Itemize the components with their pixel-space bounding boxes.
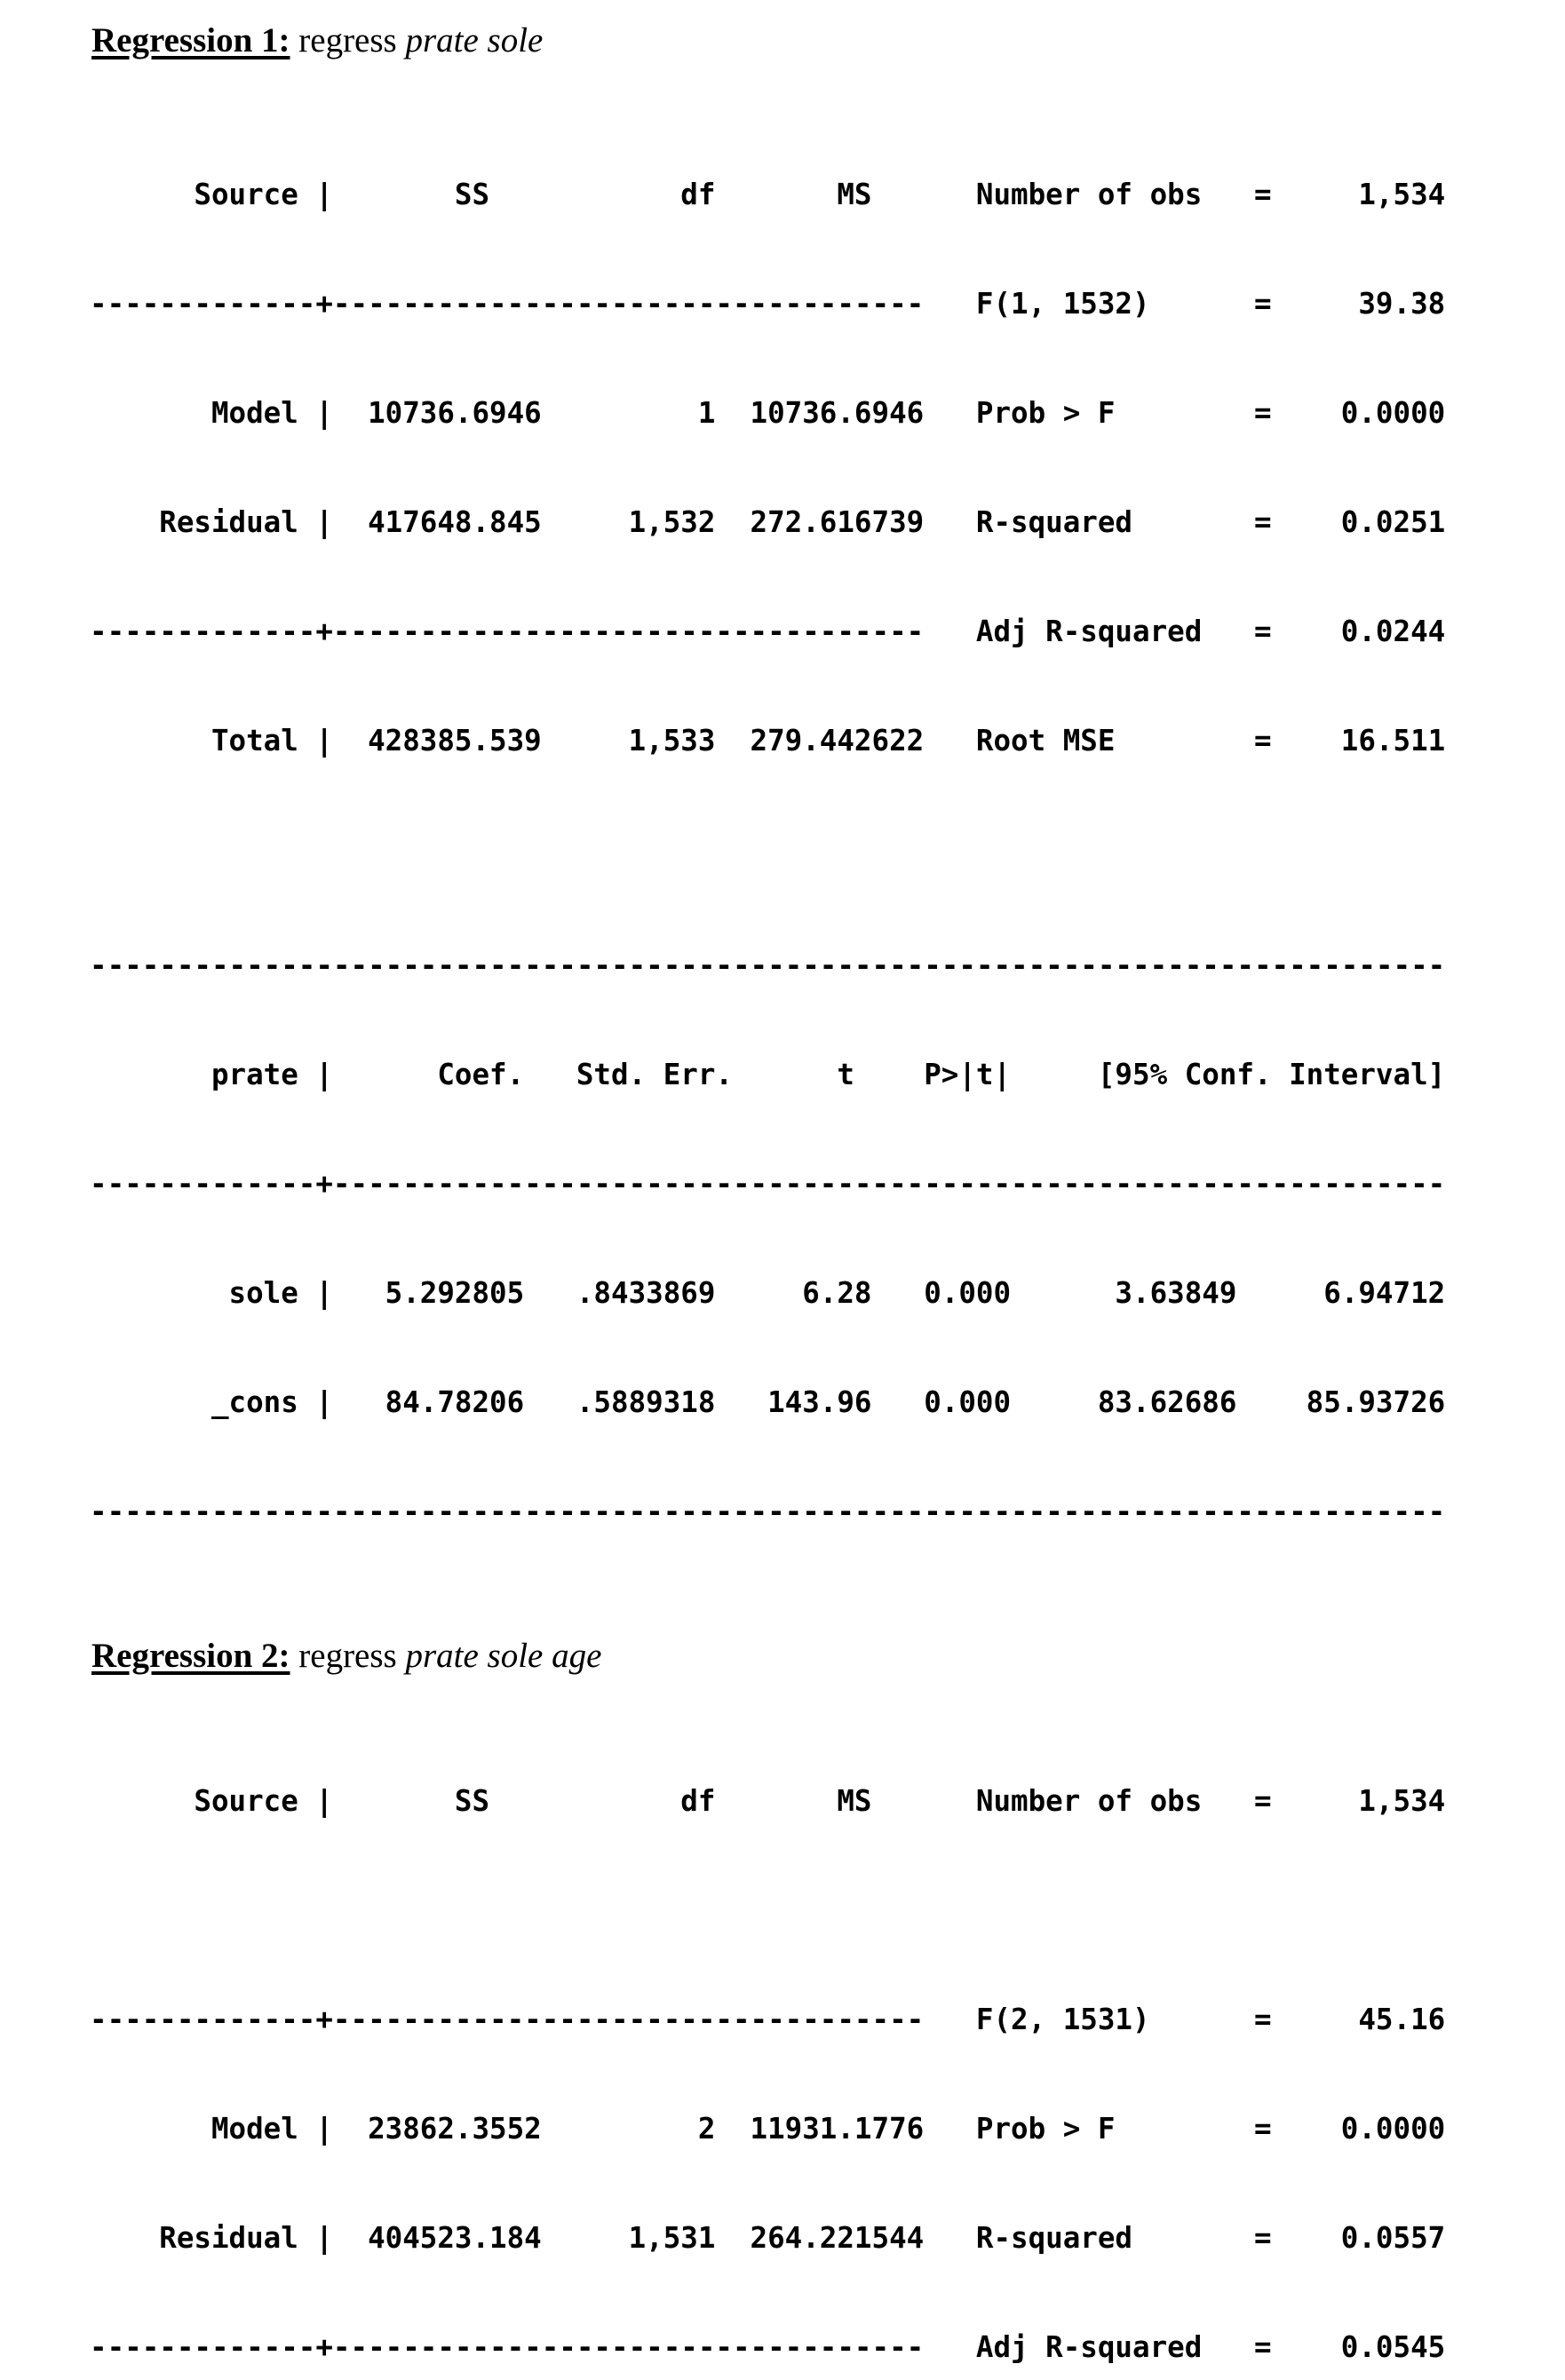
stata-output-line: Residual | 417648.845 1,532 272.616739 R… (90, 505, 1446, 539)
stata-output-line: Residual | 404523.184 1,531 264.221544 R… (90, 2221, 1446, 2255)
stata-output-line (90, 1892, 1565, 1929)
stata-output-line: -------------+--------------------------… (90, 2330, 1446, 2364)
regression-1-coefficient-table: ----------------------------------------… (90, 875, 1565, 1603)
regression-1-anova-table: Source | SS df MS Number of obs = 1,534 … (90, 104, 1565, 832)
stata-output-line: sole | 5.292805 .8433869 6.28 0.000 3.63… (90, 1276, 1446, 1310)
stata-output-line: -------------+--------------------------… (90, 287, 1446, 321)
stata-output-line: prate | Coef. Std. Err. t P>|t| [95% Con… (90, 1058, 1446, 1091)
stata-output-line: -------------+--------------------------… (90, 1167, 1446, 1201)
stata-output-line: Source | SS df MS Number of obs = 1,534 (90, 1784, 1446, 1818)
stata-output-line: Model | 23862.3552 2 11931.1776 Prob > F… (90, 2112, 1446, 2146)
stata-output-line: Model | 10736.6946 1 10736.6946 Prob > F… (90, 396, 1446, 430)
stata-output-line: ----------------------------------------… (90, 948, 1446, 982)
stata-output-line: -------------+--------------------------… (90, 615, 1446, 648)
document-page: Regression 1: regress prate sole Source … (0, 20, 1565, 2364)
stata-output-line: ----------------------------------------… (90, 1495, 1446, 1528)
regression-2-variables: prate sole age (405, 1637, 602, 1675)
stata-output-line: Source | SS df MS Number of obs = 1,534 (90, 178, 1446, 211)
regression-1-variables: prate sole (405, 21, 544, 60)
stata-output-line: _cons | 84.78206 .5889318 143.96 0.000 8… (90, 1385, 1446, 1419)
regression-1-title-label: Regression 1: (91, 21, 290, 60)
regression-2-title-label: Regression 2: (91, 1637, 290, 1675)
regression-2-output: Source | SS df MS Number of obs = 1,534 … (90, 1710, 1565, 2380)
regression-2-heading: Regression 2: regress prate sole age (91, 1635, 1565, 1677)
regression-2-command: regress (298, 1637, 397, 1675)
stata-output-line: -------------+--------------------------… (90, 2003, 1446, 2036)
stata-output-line: Total | 428385.539 1,533 279.442622 Root… (90, 724, 1446, 758)
regression-1-command: regress (298, 21, 397, 60)
regression-1-heading: Regression 1: regress prate sole (91, 20, 1565, 61)
